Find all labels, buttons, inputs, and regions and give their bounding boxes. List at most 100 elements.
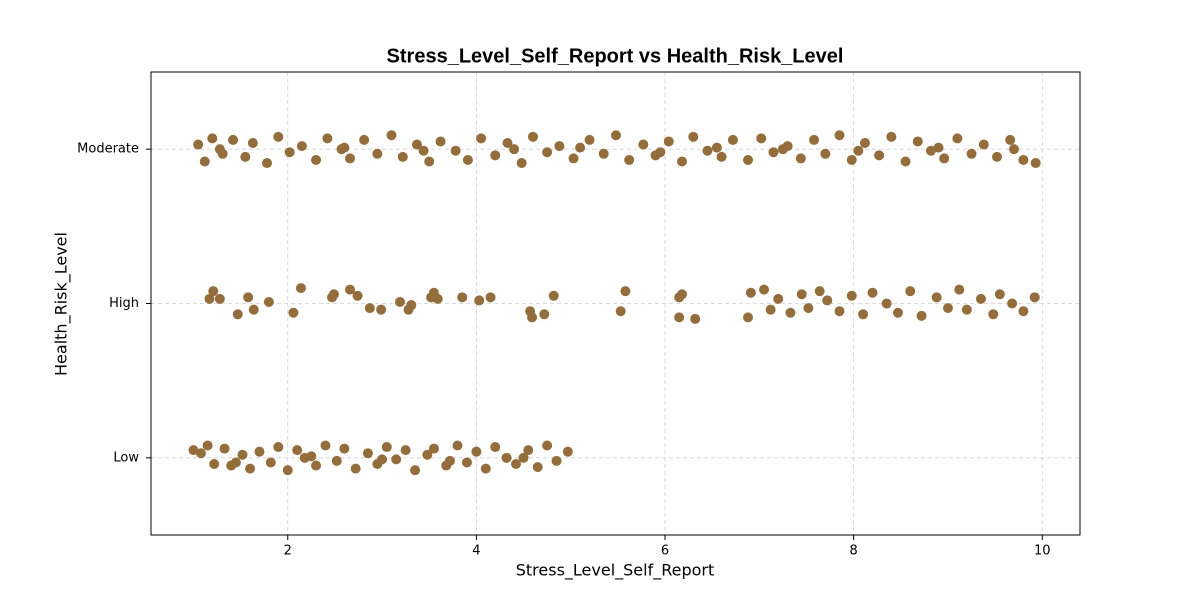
point	[846, 290, 857, 301]
point	[716, 151, 727, 162]
point	[532, 462, 543, 473]
point	[598, 148, 609, 159]
point	[905, 286, 916, 297]
point	[690, 313, 701, 324]
point	[809, 134, 820, 145]
point	[1005, 134, 1016, 145]
point	[509, 144, 520, 155]
point	[311, 154, 322, 165]
point	[386, 130, 397, 141]
point	[350, 463, 361, 474]
point	[331, 455, 342, 466]
point	[400, 445, 411, 456]
point	[432, 293, 443, 304]
point	[240, 151, 251, 162]
point	[450, 145, 461, 156]
point	[435, 136, 446, 147]
point	[925, 145, 936, 156]
point	[933, 142, 944, 153]
point	[542, 147, 553, 158]
point	[743, 312, 754, 323]
point	[858, 309, 869, 320]
point	[219, 443, 230, 454]
point	[745, 287, 756, 298]
point	[372, 148, 383, 159]
point	[228, 134, 239, 145]
point	[320, 440, 331, 451]
x-tick-label: 6	[661, 544, 669, 559]
point	[428, 443, 439, 454]
point	[209, 459, 220, 470]
point	[397, 151, 408, 162]
point	[1007, 298, 1018, 309]
point	[954, 284, 965, 295]
point	[992, 151, 1003, 162]
point	[867, 287, 878, 298]
point	[193, 139, 204, 150]
y-axis-label: Health_Risk_Level	[52, 232, 72, 376]
point	[900, 156, 911, 167]
point	[523, 445, 534, 456]
point	[345, 284, 356, 295]
point	[777, 144, 788, 155]
point	[676, 289, 687, 300]
point	[743, 154, 754, 165]
point	[422, 449, 433, 460]
point	[295, 283, 306, 294]
y-tick-label: Low	[113, 450, 139, 465]
point	[912, 136, 923, 147]
x-tick-label: 2	[284, 544, 292, 559]
point	[195, 448, 206, 459]
point	[462, 154, 473, 165]
point	[359, 134, 370, 145]
point	[457, 292, 468, 303]
point	[527, 312, 538, 323]
point	[237, 449, 248, 460]
point	[339, 142, 350, 153]
point	[516, 158, 527, 169]
point	[490, 442, 501, 453]
point	[795, 153, 806, 164]
point	[562, 446, 573, 457]
point	[773, 293, 784, 304]
point	[615, 306, 626, 317]
point	[377, 454, 388, 465]
point	[424, 156, 435, 167]
point	[254, 446, 265, 457]
point	[273, 442, 284, 453]
point	[834, 306, 845, 317]
point	[502, 137, 513, 148]
point	[230, 457, 241, 468]
point	[214, 293, 225, 304]
point	[362, 448, 373, 459]
point	[202, 440, 213, 451]
point	[188, 445, 199, 456]
points	[188, 130, 1041, 476]
point	[288, 307, 299, 318]
point	[243, 292, 254, 303]
point	[834, 130, 845, 141]
point	[247, 137, 258, 148]
point	[711, 142, 722, 153]
point	[575, 142, 586, 153]
point	[542, 440, 553, 451]
point	[892, 307, 903, 318]
point	[501, 452, 512, 463]
y-tick-label: Moderate	[77, 142, 139, 157]
point	[610, 130, 621, 141]
point	[265, 457, 276, 468]
point	[620, 286, 631, 297]
point	[551, 455, 562, 466]
point	[381, 442, 392, 453]
point	[874, 150, 885, 161]
point	[674, 312, 685, 323]
point	[978, 139, 989, 150]
point	[539, 309, 550, 320]
point	[820, 148, 831, 159]
point	[859, 137, 870, 148]
point	[822, 295, 833, 306]
point	[476, 133, 487, 144]
point	[391, 454, 402, 465]
point	[796, 289, 807, 300]
point	[727, 134, 738, 145]
